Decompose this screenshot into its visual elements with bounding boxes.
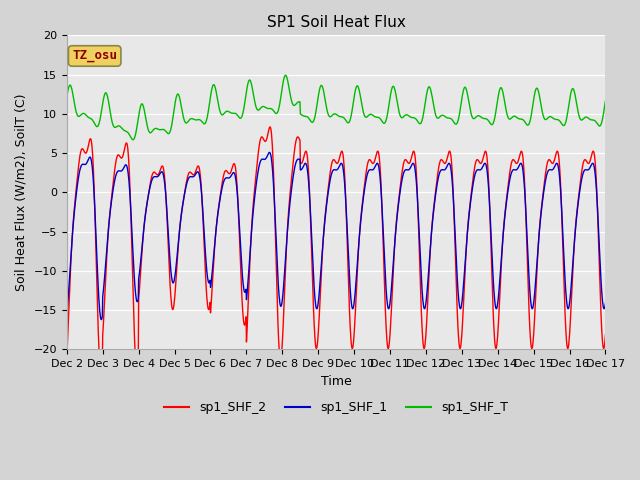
sp1_SHF_T xyxy=(183,120,191,126)
sp1_SHF_1 xyxy=(266,149,273,155)
sp1_SHF_2 xyxy=(538,198,546,204)
Text: TZ_osu: TZ_osu xyxy=(72,49,117,62)
Line: sp1_SHF_2: sp1_SHF_2 xyxy=(67,127,605,372)
sp1_SHF_1 xyxy=(491,297,499,303)
sp1_SHF_T xyxy=(129,137,137,143)
sp1_SHF_2 xyxy=(420,346,428,351)
Legend: sp1_SHF_2, sp1_SHF_1, sp1_SHF_T: sp1_SHF_2, sp1_SHF_1, sp1_SHF_T xyxy=(159,396,513,420)
sp1_SHF_T xyxy=(538,108,546,114)
sp1_SHF_2 xyxy=(183,177,191,182)
sp1_SHF_2 xyxy=(243,324,251,330)
sp1_SHF_2 xyxy=(170,303,178,309)
sp1_SHF_1 xyxy=(183,180,191,186)
sp1_SHF_1 xyxy=(97,317,105,323)
sp1_SHF_T xyxy=(491,116,499,121)
sp1_SHF_2 xyxy=(97,369,105,375)
sp1_SHF_T xyxy=(602,98,609,104)
sp1_SHF_1 xyxy=(420,306,428,312)
Title: SP1 Soil Heat Flux: SP1 Soil Heat Flux xyxy=(267,15,406,30)
sp1_SHF_1 xyxy=(602,300,609,306)
sp1_SHF_2 xyxy=(63,353,70,359)
sp1_SHF_2 xyxy=(266,124,274,130)
sp1_SHF_T xyxy=(282,72,289,78)
sp1_SHF_1 xyxy=(243,289,251,295)
sp1_SHF_1 xyxy=(63,311,70,316)
X-axis label: Time: Time xyxy=(321,374,351,387)
Line: sp1_SHF_1: sp1_SHF_1 xyxy=(67,152,605,320)
sp1_SHF_T xyxy=(63,94,70,100)
sp1_SHF_T xyxy=(170,108,178,114)
sp1_SHF_T xyxy=(243,84,251,90)
Y-axis label: Soil Heat Flux (W/m2), SoilT (C): Soil Heat Flux (W/m2), SoilT (C) xyxy=(15,94,28,291)
sp1_SHF_2 xyxy=(602,332,609,338)
sp1_SHF_1 xyxy=(538,201,546,206)
sp1_SHF_T xyxy=(420,107,428,112)
sp1_SHF_1 xyxy=(170,279,178,285)
sp1_SHF_2 xyxy=(491,337,499,343)
Line: sp1_SHF_T: sp1_SHF_T xyxy=(67,75,605,140)
